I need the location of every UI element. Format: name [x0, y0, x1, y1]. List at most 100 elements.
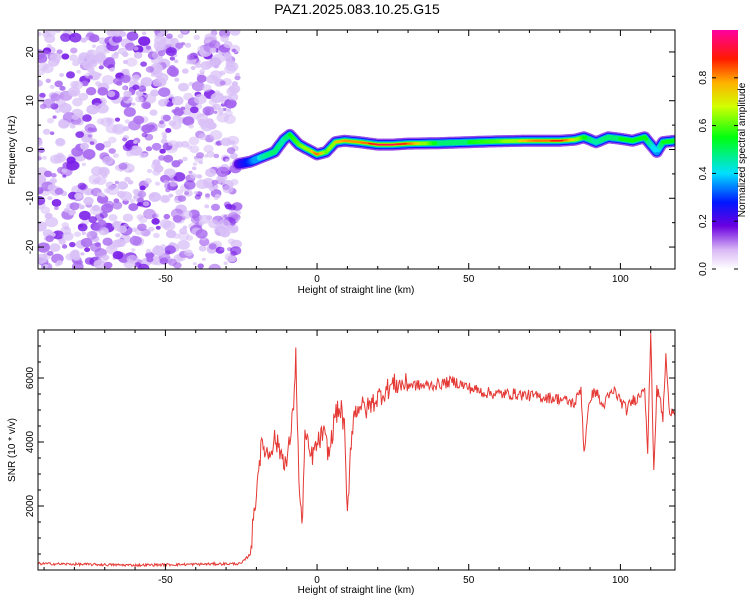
noise-blob	[129, 235, 142, 246]
noise-blob	[126, 254, 138, 265]
ridge-segment	[651, 145, 658, 153]
noise-blob	[211, 92, 224, 103]
noise-blob	[161, 195, 170, 203]
noise-blob	[133, 195, 138, 199]
noise-blob	[39, 92, 46, 98]
noise-blob	[55, 108, 61, 114]
noise-blob	[194, 194, 201, 200]
noise-blob	[50, 173, 57, 178]
noise-blob	[206, 39, 211, 44]
noise-blob	[212, 53, 225, 64]
noise-blob	[96, 103, 109, 114]
noise-blob	[117, 181, 128, 190]
noise-blob	[135, 95, 144, 103]
noise-blob	[191, 81, 205, 92]
noise-blob	[90, 242, 102, 252]
noise-blob	[98, 255, 108, 263]
noise-blob	[84, 247, 91, 253]
x-tick-label: -50	[158, 274, 173, 285]
noise-blob	[145, 66, 155, 73]
noise-blob	[112, 201, 123, 210]
noise-blob	[129, 145, 143, 156]
noise-blob	[208, 263, 221, 269]
noise-blob	[80, 142, 89, 150]
noise-blob	[182, 156, 188, 162]
noise-blob	[100, 117, 113, 127]
noise-blob	[228, 93, 239, 102]
noise-blob	[133, 140, 138, 144]
noise-blob	[112, 123, 126, 134]
noise-blob	[204, 193, 211, 198]
noise-blob	[122, 143, 133, 152]
noise-blob	[196, 152, 204, 159]
noise-blob	[154, 181, 161, 186]
noise-blob	[102, 237, 113, 246]
noise-blob	[212, 63, 220, 69]
noise-blob	[38, 156, 42, 161]
noise-blob	[210, 70, 222, 80]
noise-blob	[70, 47, 78, 54]
colorbar-title: Normalized spectral amplitude	[737, 82, 748, 217]
spectrogram-y-axis-title: Frequency (Hz)	[7, 116, 18, 185]
noise-blob	[98, 65, 104, 70]
noise-blob	[173, 172, 186, 182]
spectrogram-x-axis-title: Height of straight line (km)	[298, 285, 415, 296]
noise-blob	[38, 31, 42, 37]
colorbar-tick-label: 0.0	[698, 262, 709, 276]
noise-blob	[45, 78, 51, 84]
noise-blob	[160, 138, 168, 144]
noise-blob	[220, 137, 232, 147]
noise-blob	[115, 233, 121, 238]
noise-blob	[136, 202, 143, 207]
noise-blob	[131, 248, 136, 252]
noise-blob	[235, 72, 240, 77]
noise-blob	[208, 185, 216, 191]
noise-blob	[118, 162, 128, 170]
noise-blob	[114, 180, 120, 185]
noise-blob	[163, 180, 169, 185]
noise-blob	[78, 92, 89, 101]
noise-blob	[56, 260, 63, 266]
noise-blob	[49, 84, 55, 89]
noise-blob	[71, 114, 79, 120]
noise-blob	[177, 159, 184, 164]
noise-blob	[56, 49, 63, 55]
noise-blob	[89, 34, 100, 43]
noise-blob	[38, 152, 41, 157]
noise-blob	[188, 124, 194, 129]
noise-blob	[154, 35, 167, 46]
noise-blob	[169, 69, 179, 78]
noise-blob	[54, 187, 64, 195]
noise-blob	[151, 142, 162, 151]
noise-blob	[197, 118, 207, 126]
colorbar-tick-label: 0.4	[698, 166, 709, 180]
noise-blob	[68, 210, 75, 216]
noise-blob	[150, 253, 155, 257]
frequency-ridge	[232, 128, 675, 171]
noise-blob	[217, 108, 224, 113]
noise-blob	[51, 178, 57, 184]
y-tick-label: 10	[25, 95, 36, 107]
noise-blob	[196, 179, 209, 190]
noise-blob	[166, 230, 175, 237]
noise-blob	[59, 73, 65, 77]
snr-line	[38, 332, 675, 568]
noise-blob	[194, 94, 207, 105]
noise-blob	[149, 109, 158, 116]
noise-blob	[95, 81, 102, 87]
noise-blob	[133, 115, 145, 125]
noise-blob	[196, 74, 207, 83]
noise-blob	[226, 99, 237, 108]
noise-blob	[97, 192, 102, 196]
y-tick-label: -20	[25, 239, 36, 254]
noise-blob	[223, 52, 232, 59]
noise-blob	[199, 214, 211, 224]
noise-blob	[61, 168, 68, 174]
noise-blob	[208, 243, 217, 250]
noise-blob	[40, 206, 51, 214]
noise-blob	[109, 67, 115, 72]
noise-blob	[170, 38, 179, 45]
noise-blob	[155, 225, 161, 230]
noise-blob	[38, 96, 45, 103]
noise-blob	[113, 198, 120, 203]
